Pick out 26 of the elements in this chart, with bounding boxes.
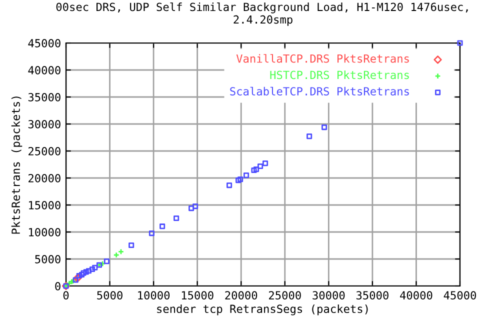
- y-tick-label: 5000: [35, 255, 60, 264]
- y-tick-label: 45000: [28, 39, 60, 48]
- x-tick-label: 10000: [138, 291, 170, 300]
- y-tick-label: 20000: [28, 174, 60, 182]
- legend-label: VanillaTCP.DRS PktsRetrans: [236, 54, 409, 63]
- x-tick-label: 20000: [225, 291, 258, 300]
- x-axis-title: sender tcp RetransSegs (packets): [157, 304, 368, 316]
- y-tick-label: 30000: [28, 120, 60, 128]
- x-tick-label: 45000: [444, 291, 476, 300]
- chart-title: 00sec DRS, UDP Self Similar Background Load, H1-M120 1476usec, 2.4.20smp: [56, 2, 468, 26]
- x-tick-label: 35000: [356, 291, 388, 300]
- x-tick-label: 0: [63, 291, 69, 300]
- y-tick-label: 40000: [28, 66, 60, 74]
- x-tick-label: 40000: [400, 291, 432, 300]
- x-tick-label: 25000: [268, 291, 301, 300]
- x-tick-label: 15000: [182, 291, 214, 300]
- y-tick-label: 0: [55, 282, 60, 290]
- y-tick-label: 10000: [29, 228, 60, 236]
- y-tick-label: 15000: [29, 201, 60, 210]
- x-tick-label: 30000: [312, 291, 345, 300]
- x-tick-label: 5000: [97, 291, 122, 300]
- y-tick-label: 35000: [28, 93, 60, 102]
- y-axis-title: PktsRetrans (packets): [11, 96, 22, 234]
- y-tick-label: 25000: [28, 147, 60, 156]
- text: ScalableTCP.DRS PktsRetrans: [230, 86, 409, 96]
- legend-label: HSTCP.DRS PktsRetrans: [270, 70, 409, 80]
